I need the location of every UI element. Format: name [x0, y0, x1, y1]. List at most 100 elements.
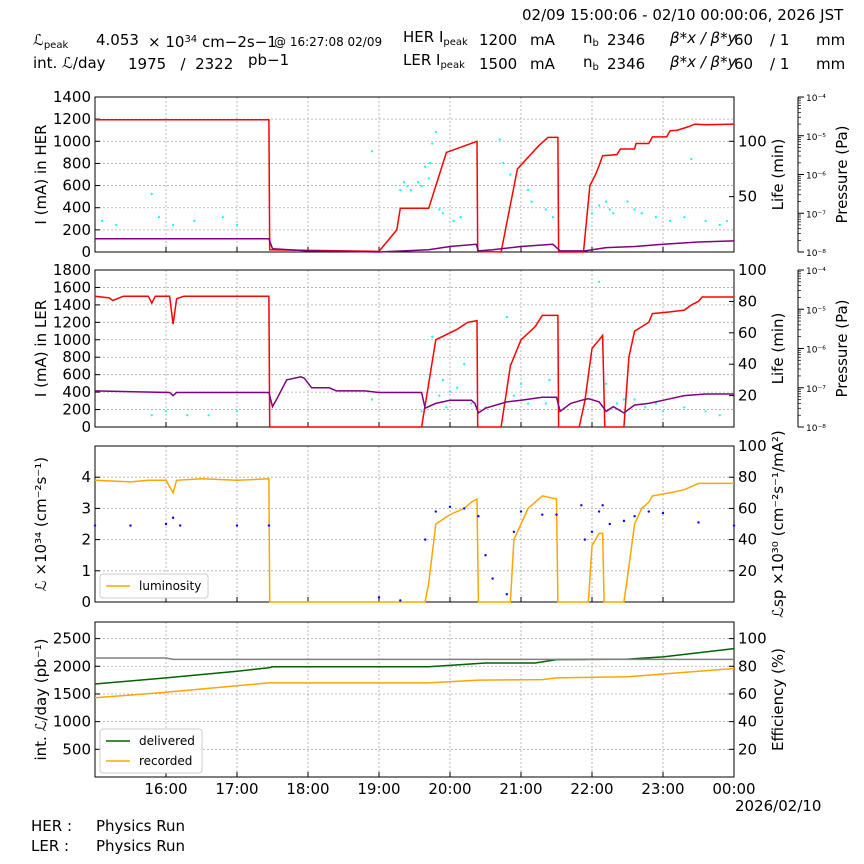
her-ylabel: I (mA) in HER	[32, 124, 50, 224]
intl-label: int. ℒ/day	[33, 54, 106, 72]
luminosity-ytick-label: 4	[81, 468, 91, 486]
ler-pressure-point	[644, 406, 647, 409]
luminosity-specific-point	[580, 504, 583, 507]
ler-pressure-point	[150, 414, 153, 417]
ler-ytick-label: 400	[62, 383, 91, 401]
luminosity-specific-point	[597, 510, 601, 513]
her-pressure-point	[669, 219, 672, 223]
lpeak-time: @ 16:27:08 02/09	[274, 35, 383, 49]
her-pressure-point	[551, 216, 555, 219]
ler-nb-label: nb	[583, 53, 599, 74]
her-pressure-point	[172, 223, 175, 226]
her-pressure-point	[605, 200, 608, 203]
luminosity-specific-point	[555, 513, 558, 516]
luminosity-ylabel: ℒ ×10³⁴ (cm⁻²s⁻¹)	[32, 457, 50, 591]
her-ytick-label: 400	[62, 199, 91, 217]
luminosity-specific-point	[590, 530, 594, 533]
her-y2tick-label: 100	[738, 132, 767, 150]
integrated-legend-label: delivered	[139, 734, 195, 748]
luminosity-y2tick-label: 20	[738, 562, 757, 580]
lpeak-value: 4.053	[96, 31, 139, 49]
her-y3tick-label: 10⁻⁵	[806, 133, 826, 143]
her-beta-x: 60	[734, 31, 754, 49]
luminosity-specific-point	[601, 504, 604, 507]
integrated-ytick-label: 1000	[53, 713, 91, 731]
her-ipeak-value: 1200	[479, 31, 518, 49]
her-pressure-point	[427, 177, 430, 180]
ler-life-line	[94, 376, 734, 415]
her-nb-label: nb	[583, 29, 599, 50]
x-tick-label: 20:00	[428, 780, 471, 798]
her-frame	[94, 96, 735, 253]
ler-beta-label: β*x / β*y	[670, 53, 737, 71]
ler-ytick-label: 200	[62, 401, 91, 419]
ler-pressure-point	[704, 410, 707, 413]
ler-beta-x: 60	[734, 55, 754, 73]
integrated-y2tick-label: 40	[738, 713, 757, 731]
ler-pressure-point	[420, 410, 423, 413]
ler-y2tick-label: 80	[738, 292, 757, 310]
luminosity-specific-point	[267, 524, 271, 527]
luminosity-specific-point	[491, 577, 494, 580]
ler-ipeak-label: LER Ipeak	[403, 51, 465, 72]
her-ytick-label: 1200	[53, 110, 91, 128]
luminosity-luminosity-line	[94, 478, 734, 603]
ler-current-line	[94, 295, 734, 428]
integrated-y2tick-label: 20	[738, 740, 757, 758]
luminosity-legend	[99, 573, 209, 599]
ler-ipeak-value: 1500	[479, 55, 518, 73]
integrated-ytick-label: 500	[62, 740, 91, 758]
luminosity-ytick-label: 0	[81, 593, 91, 611]
her-pressure-point	[640, 212, 643, 215]
her-pressure-point	[441, 212, 444, 215]
her-pressure-point	[654, 216, 658, 219]
ler-pressure-point	[431, 335, 434, 338]
luminosity-specific-point	[583, 538, 587, 541]
luminosity-y2tick-label: 100	[738, 437, 767, 455]
her-pressure-point	[502, 161, 505, 164]
luminosity-specific-point	[434, 510, 437, 513]
her-pressure-point	[452, 219, 455, 223]
her-nb-value: 2346	[607, 31, 646, 49]
her-beta-y: / 1	[770, 31, 790, 49]
ler-pressure-point	[598, 280, 601, 283]
lpeak-unit: × 1034 cm−2s−1	[148, 33, 277, 51]
integrated-frame	[94, 621, 735, 778]
integrated-y2tick-label: 80	[738, 657, 757, 675]
luminosity-specific-point	[423, 538, 427, 541]
luminosity-specific-point	[661, 511, 665, 515]
luminosity-ytick-label: 3	[81, 499, 91, 517]
ler-status-label: LER :	[31, 837, 70, 855]
ler-y3tick-label: 10⁻⁵	[806, 306, 826, 316]
ler-ytick-label: 1600	[53, 278, 91, 296]
luminosity-specific-point	[622, 519, 626, 523]
her-life-line	[95, 237, 735, 253]
ler-pressure-point	[370, 398, 373, 401]
ler-beta-y: / 1	[770, 55, 790, 73]
luminosity-specific-point	[505, 593, 508, 596]
ler-pressure-point	[438, 394, 441, 397]
her-status: Physics Run	[96, 817, 186, 835]
luminosity-specific-point	[377, 596, 381, 599]
integrated-y2label: Efficiency (%)	[769, 648, 787, 751]
ler-pressure-point	[441, 378, 444, 381]
lpeak-label: ℒpeak	[33, 31, 69, 52]
integrated-ylabel: int. ℒ/day (pb⁻¹)	[32, 639, 50, 761]
her-pressure-point	[402, 181, 405, 184]
ler-pressure-point	[661, 410, 665, 413]
her-y3tick-label: 10⁻⁴	[806, 94, 826, 104]
ler-pressure-point	[186, 414, 189, 417]
integrated-recorded-line	[94, 667, 735, 699]
ler-frame	[94, 269, 735, 428]
luminosity-legend-label: luminosity	[139, 579, 201, 593]
luminosity-specific-point	[164, 522, 168, 526]
her-y3label: Pressure (Pa)	[833, 125, 851, 223]
her-pressure-point	[683, 216, 686, 219]
integrated-legend	[99, 728, 203, 774]
ler-pressure-point	[527, 402, 530, 405]
luminosity-y2tick-label: 40	[738, 531, 757, 549]
her-current-line	[95, 118, 735, 253]
luminosity-y2tick-label: 60	[738, 499, 757, 517]
x-tick-label: 17:00	[215, 780, 258, 798]
